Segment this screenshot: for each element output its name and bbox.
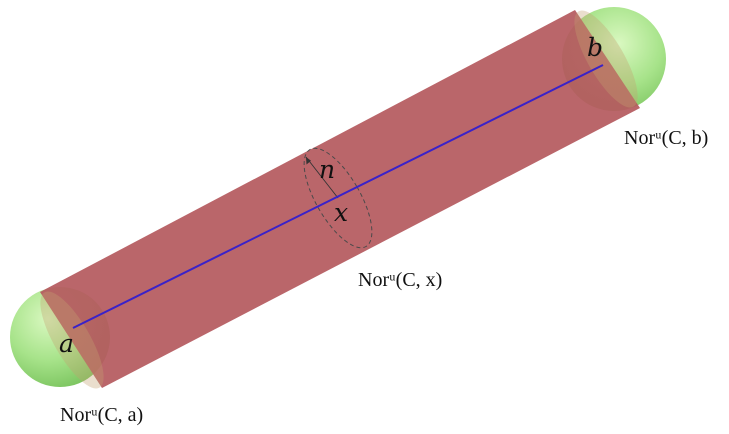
normal-vector-arrowhead [306, 157, 311, 165]
cap-boundary-a [40, 291, 104, 389]
label-b: b [587, 33, 603, 62]
normal-vector-arrow [305, 156, 339, 199]
label-normal-set-b: Norᵘ(C, b) [624, 127, 708, 149]
cap-boundary-b [574, 10, 638, 108]
label-normal-set-a: Norᵘ(C, a) [60, 404, 143, 426]
curve-segment [72, 64, 604, 329]
tube-body [40, 10, 640, 388]
label-n: n [319, 155, 335, 184]
label-a: a [59, 329, 74, 358]
label-normal-set-x: Norᵘ(C, x) [358, 269, 442, 291]
label-x: x [334, 198, 348, 227]
